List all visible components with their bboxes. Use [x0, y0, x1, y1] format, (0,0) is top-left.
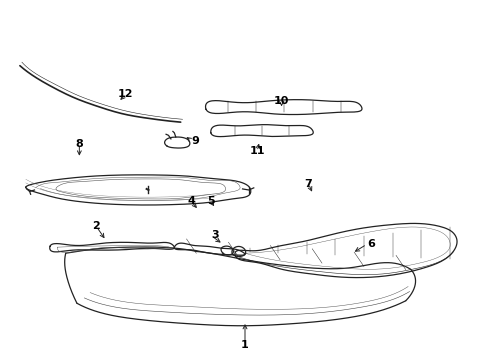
Text: 1: 1 — [241, 340, 249, 350]
Text: 6: 6 — [367, 239, 375, 249]
Text: 4: 4 — [188, 197, 196, 206]
Text: 12: 12 — [118, 89, 133, 99]
Text: 7: 7 — [304, 179, 312, 189]
Text: 9: 9 — [192, 136, 199, 146]
Text: 11: 11 — [249, 147, 265, 157]
Text: 10: 10 — [274, 96, 289, 107]
Text: 3: 3 — [211, 230, 219, 240]
Text: 5: 5 — [207, 197, 215, 206]
Text: 2: 2 — [93, 221, 100, 231]
Text: 8: 8 — [75, 139, 83, 149]
